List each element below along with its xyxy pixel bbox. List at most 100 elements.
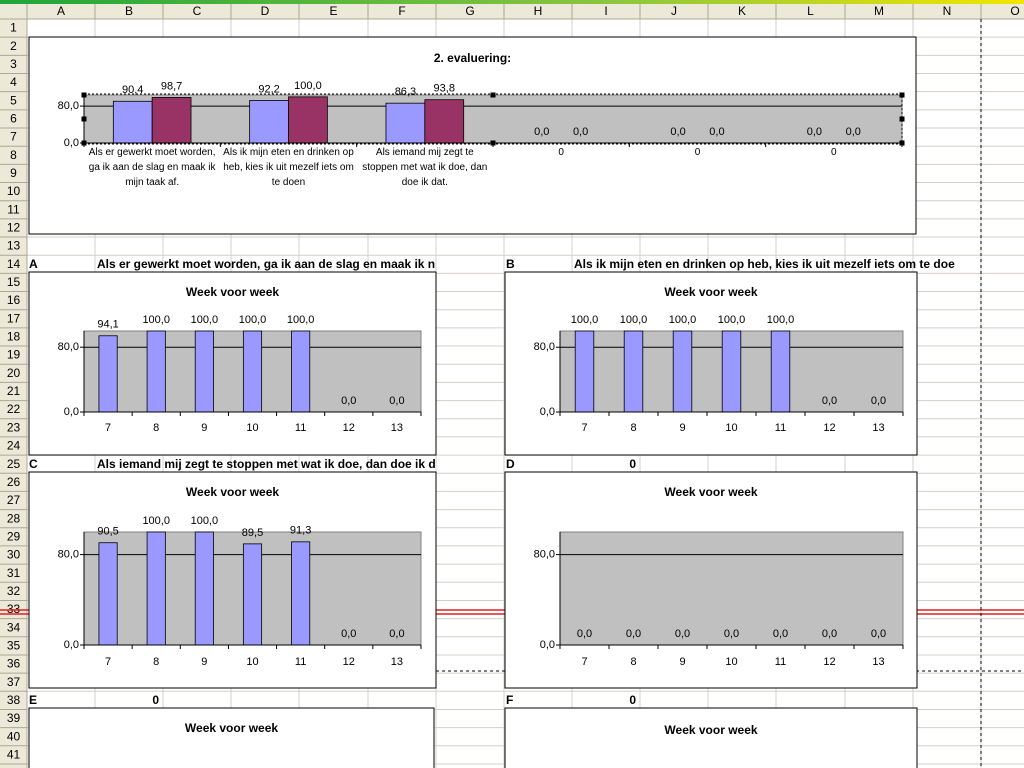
column-header[interactable]: J: [671, 4, 677, 18]
value-label: 91,3: [290, 525, 311, 537]
row-header[interactable]: 11: [7, 202, 20, 216]
selection-handle[interactable]: [899, 140, 905, 146]
value-label: 90,4: [122, 84, 143, 96]
row-header[interactable]: 41: [7, 747, 21, 761]
column-header[interactable]: A: [57, 4, 65, 18]
chart[interactable]: Week voor week: [504, 707, 918, 768]
row-header[interactable]: 4: [10, 75, 17, 89]
row-header[interactable]: 36: [7, 657, 21, 671]
value-label: 98,7: [161, 80, 182, 92]
row-header[interactable]: 25: [7, 457, 21, 471]
column-header[interactable]: B: [125, 4, 133, 18]
row-header[interactable]: 9: [10, 166, 17, 180]
row-header[interactable]: 20: [7, 366, 21, 380]
row-header[interactable]: 2: [10, 39, 17, 53]
row-header[interactable]: 14: [7, 257, 21, 271]
row-header[interactable]: 17: [7, 311, 21, 325]
chart[interactable]: Week voor week0,080,0794,18100,09100,010…: [28, 271, 437, 456]
value-label: 100,0: [287, 314, 315, 326]
row-header[interactable]: 42: [7, 766, 21, 768]
row-header[interactable]: 34: [7, 620, 21, 634]
row-header[interactable]: 31: [7, 566, 21, 580]
row-header[interactable]: 26: [7, 475, 21, 489]
row-header[interactable]: 10: [7, 184, 21, 198]
column-header[interactable]: F: [398, 4, 405, 18]
row-header[interactable]: 8: [10, 148, 17, 162]
row-header[interactable]: 18: [7, 330, 21, 344]
column-header[interactable]: E: [329, 4, 337, 18]
cell-text[interactable]: A: [29, 257, 38, 271]
chart[interactable]: Week voor week0,080,0790,58100,09100,010…: [28, 471, 437, 689]
row-header[interactable]: 40: [7, 729, 21, 743]
selection-handle[interactable]: [81, 116, 87, 122]
row-header[interactable]: 5: [10, 93, 17, 107]
selection-handle[interactable]: [490, 140, 496, 146]
row-header[interactable]: 15: [7, 275, 21, 289]
x-tick-label: 0: [558, 147, 564, 158]
column-header[interactable]: D: [261, 4, 270, 18]
cell-text[interactable]: F: [506, 693, 513, 707]
selection-handle[interactable]: [81, 140, 87, 146]
selection-handle[interactable]: [899, 92, 905, 98]
chart[interactable]: Week voor week0,080,07100,08100,09100,01…: [504, 271, 918, 456]
row-header[interactable]: 28: [7, 511, 21, 525]
row-header[interactable]: 30: [7, 548, 21, 562]
row-header[interactable]: 21: [7, 384, 21, 398]
bar: [194, 330, 214, 413]
chart[interactable]: 2. evaluering: 0,0 80,0 Als er gewerkt moet…: [28, 36, 917, 235]
column-header[interactable]: N: [943, 4, 952, 18]
cell-text[interactable]: B: [506, 257, 515, 271]
row-header[interactable]: 22: [7, 402, 21, 416]
row-header[interactable]: 6: [10, 112, 17, 126]
row-header[interactable]: 24: [7, 439, 21, 453]
column-header[interactable]: O: [1010, 4, 1019, 18]
row-header[interactable]: 19: [7, 348, 21, 362]
row-header[interactable]: 35: [7, 638, 21, 652]
row-header[interactable]: 23: [7, 420, 21, 434]
selection-handle[interactable]: [899, 116, 905, 122]
column-header[interactable]: I: [604, 4, 607, 18]
row-header[interactable]: 1: [10, 21, 17, 35]
row-header[interactable]: 39: [7, 711, 21, 725]
value-label: 0,0: [573, 126, 588, 138]
x-tick-label: 12: [343, 656, 355, 668]
row-header[interactable]: 12: [7, 221, 21, 235]
cell-text[interactable]: D: [506, 457, 515, 471]
chart[interactable]: Week voor week0,080,070,080,090,0100,011…: [504, 471, 918, 689]
column-header[interactable]: K: [738, 4, 746, 18]
bar: [249, 100, 289, 144]
column-header[interactable]: M: [874, 4, 884, 18]
cell-text[interactable]: Als iemand mij zegt te stoppen met wat i…: [97, 457, 436, 471]
value-label: 0,0: [822, 395, 837, 407]
column-header[interactable]: H: [534, 4, 543, 18]
column-header[interactable]: L: [807, 4, 814, 18]
cell-text[interactable]: 0: [629, 693, 636, 707]
row-header[interactable]: 29: [7, 529, 21, 543]
row-header[interactable]: 37: [7, 675, 21, 689]
row-header[interactable]: 3: [10, 57, 17, 71]
x-tick-label: 12: [343, 422, 355, 434]
chart[interactable]: Week voor week: [28, 707, 435, 768]
row-header[interactable]: 13: [7, 239, 21, 253]
chart-title: Week voor week: [664, 485, 757, 499]
row-header[interactable]: 16: [7, 293, 21, 307]
cell-text[interactable]: 0: [629, 457, 636, 471]
column-header[interactable]: C: [193, 4, 202, 18]
cell-text[interactable]: C: [29, 457, 38, 471]
cell-text[interactable]: Als ik mijn eten en drinken op heb, kies…: [574, 257, 955, 271]
cell-text[interactable]: Als er gewerkt moet worden, ga ik aan de…: [97, 257, 435, 271]
value-label: 0,0: [773, 628, 788, 640]
selection-handle[interactable]: [490, 92, 496, 98]
row-header[interactable]: 7: [10, 130, 17, 144]
cell-text[interactable]: E: [29, 693, 37, 707]
row-header[interactable]: 38: [7, 693, 21, 707]
row-header[interactable]: 33: [7, 602, 21, 616]
column-header[interactable]: G: [465, 4, 474, 18]
selection-handle[interactable]: [81, 92, 87, 98]
bar: [146, 531, 166, 646]
row-header[interactable]: 27: [7, 493, 21, 507]
x-tick-label: 12: [823, 422, 835, 434]
row-header[interactable]: 32: [7, 584, 21, 598]
value-label: 0,0: [807, 126, 822, 138]
cell-text[interactable]: 0: [152, 693, 159, 707]
